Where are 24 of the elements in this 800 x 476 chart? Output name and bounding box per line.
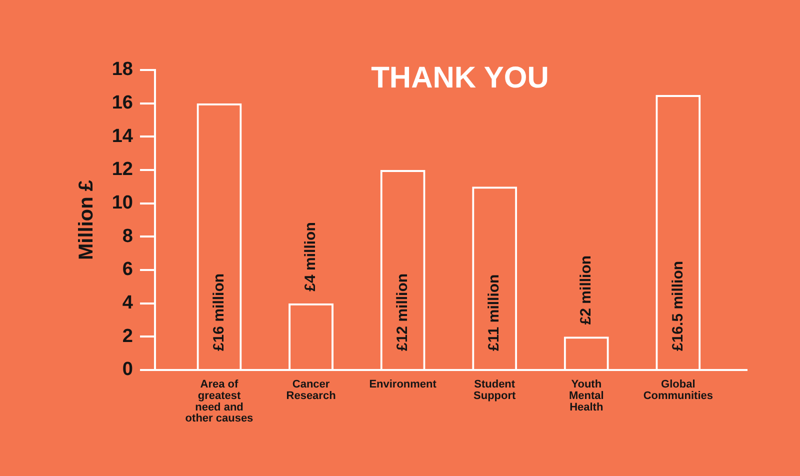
y-tick-label: 0 xyxy=(122,359,133,380)
x-tick-label: Youth Mental Health xyxy=(568,378,604,414)
x-tick-label: Area of greatest need and other causes xyxy=(185,378,254,425)
y-tick-label: 2 xyxy=(122,326,133,347)
y-tick-label: 6 xyxy=(122,259,133,280)
data-label: £11 million xyxy=(486,274,503,351)
data-label: £12 million xyxy=(394,273,411,351)
x-tick-label: Global Communities xyxy=(643,378,714,402)
data-label: £4 million xyxy=(302,222,320,292)
y-tick-label: 18 xyxy=(112,59,133,80)
data-label: £16.5 million xyxy=(669,260,686,351)
data-label: £16 million xyxy=(210,273,228,351)
y-tick-label: 12 xyxy=(112,159,133,180)
y-axis-title: Million £ xyxy=(76,180,98,260)
y-tick-label: 16 xyxy=(112,92,133,114)
chart-title: THANK YOU xyxy=(371,61,549,94)
x-tick-label: Environment xyxy=(369,378,437,391)
y-tick-label: 4 xyxy=(122,292,134,314)
x-tick-label: Cancer Research xyxy=(286,378,336,402)
data-label: £2 million xyxy=(578,255,595,325)
x-tick-label: Student Support xyxy=(474,378,516,402)
y-tick-label: 8 xyxy=(122,226,133,247)
y-tick-label: 10 xyxy=(112,192,133,214)
y-tick-label: 14 xyxy=(112,126,134,147)
